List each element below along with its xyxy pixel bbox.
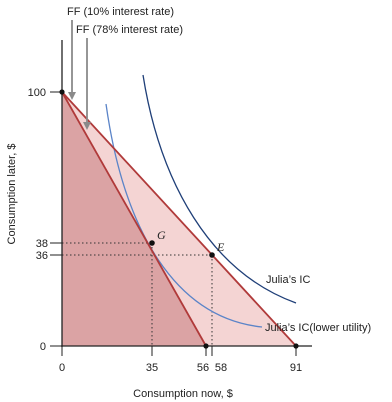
julia-ic-lower-utility-label: Julia’s IC(lower utility) [265,322,371,334]
julia-ic-lower-utility-curve [105,103,263,328]
x-axis-title: Consumption now, $ [133,388,233,400]
ff-78pct-line [61,91,207,347]
x-tick-label-35: 35 [146,362,158,374]
julia-ic-curve [142,74,297,304]
x-intercept-dot-91 [293,343,299,349]
x-intercept-dot-56 [203,343,209,349]
x-tick-label-91: 91 [290,362,302,374]
point-e-label: E [216,240,225,254]
y-intercept-dot [59,89,65,95]
x-tick-label-56: 56 [197,362,209,374]
x-tick-label-0: 0 [59,362,65,374]
point-e-dot [209,252,215,258]
y-axis-title: Consumption later, $ [6,144,18,245]
ff-10pct-label: FF (10% interest rate) [67,6,174,18]
julia-ic-label: Julia’s IC [266,274,310,286]
y-tick-label-38: 38 [36,238,48,250]
ff-10pct-line [61,91,297,347]
point-g-label: G [157,228,166,242]
point-g-dot [149,240,155,246]
y-tick-label-36: 36 [36,250,48,262]
x-tick-label-58: 58 [215,362,227,374]
y-tick-label-100: 100 [28,87,46,99]
ff-78pct-label: FF (78% interest rate) [76,24,183,36]
y-tick-label-0: 0 [40,341,46,353]
